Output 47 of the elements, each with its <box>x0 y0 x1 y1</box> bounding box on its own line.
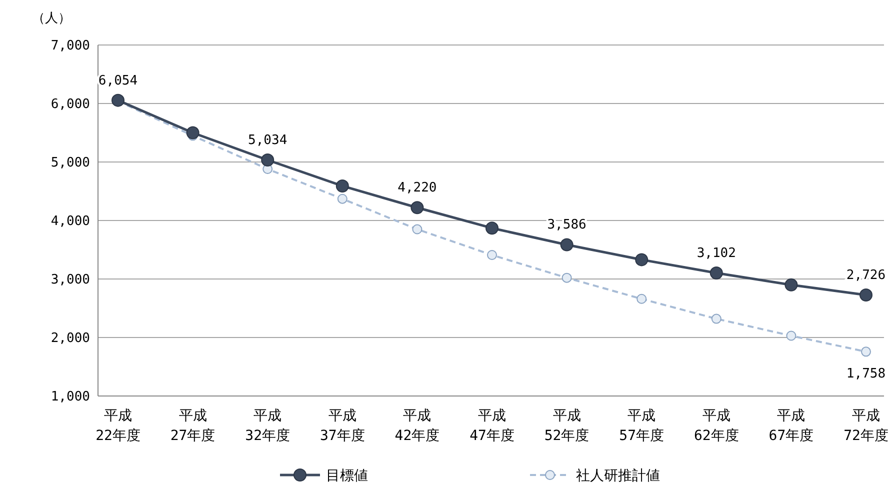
y-tick-label: 4,000 <box>50 214 90 230</box>
point <box>487 250 497 260</box>
point <box>636 294 647 304</box>
point <box>860 288 872 302</box>
x-tick-label: 平成 47年度 <box>470 408 514 444</box>
legend-label: 社人研推計値 <box>576 468 660 484</box>
data-label: 5,034 <box>248 133 288 148</box>
point <box>786 330 796 341</box>
y-tick-label: 6,000 <box>50 97 90 112</box>
point <box>410 201 424 214</box>
point <box>635 253 648 266</box>
point <box>186 126 200 140</box>
x-tick-label: 平成 27年度 <box>170 408 216 444</box>
point <box>261 154 274 167</box>
point <box>560 238 574 252</box>
data-label: 3,102 <box>696 246 736 262</box>
data-label: 6,054 <box>98 73 138 88</box>
y-tick-label: 1,000 <box>50 390 90 405</box>
point <box>562 272 572 283</box>
point <box>861 346 871 357</box>
y-tick-label: 5,000 <box>50 156 90 171</box>
x-tick-label: 平成 57年度 <box>619 408 664 444</box>
x-tick-label: 平成 72年度 <box>844 408 888 444</box>
x-tick-label: 平成 42年度 <box>394 408 440 444</box>
point <box>711 314 722 324</box>
x-tick-label: 平成 37年度 <box>320 408 365 444</box>
data-label: 1,758 <box>846 366 886 382</box>
point <box>112 94 124 107</box>
point <box>412 224 422 234</box>
y-tick-label: 3,000 <box>50 272 90 288</box>
data-label: 3,586 <box>547 218 586 233</box>
point <box>337 194 348 204</box>
y-tick-label: 7,000 <box>50 38 90 54</box>
x-tick-label: 平成 32年度 <box>245 408 290 444</box>
point <box>710 266 723 280</box>
point <box>784 278 798 292</box>
y-axis-title: （人） <box>32 11 71 26</box>
y-tick-label: 2,000 <box>50 331 90 346</box>
point <box>336 179 349 192</box>
data-label: 2,726 <box>846 268 886 284</box>
data-label: 4,220 <box>398 180 437 196</box>
x-tick-label: 平成 22年度 <box>96 408 140 444</box>
x-tick-label: 平成 52年度 <box>544 408 590 444</box>
x-tick-label: 平成 62年度 <box>694 408 739 444</box>
point <box>486 222 498 235</box>
legend-label: 目標値 <box>326 468 368 484</box>
x-tick-label: 平成 67年度 <box>768 408 814 444</box>
